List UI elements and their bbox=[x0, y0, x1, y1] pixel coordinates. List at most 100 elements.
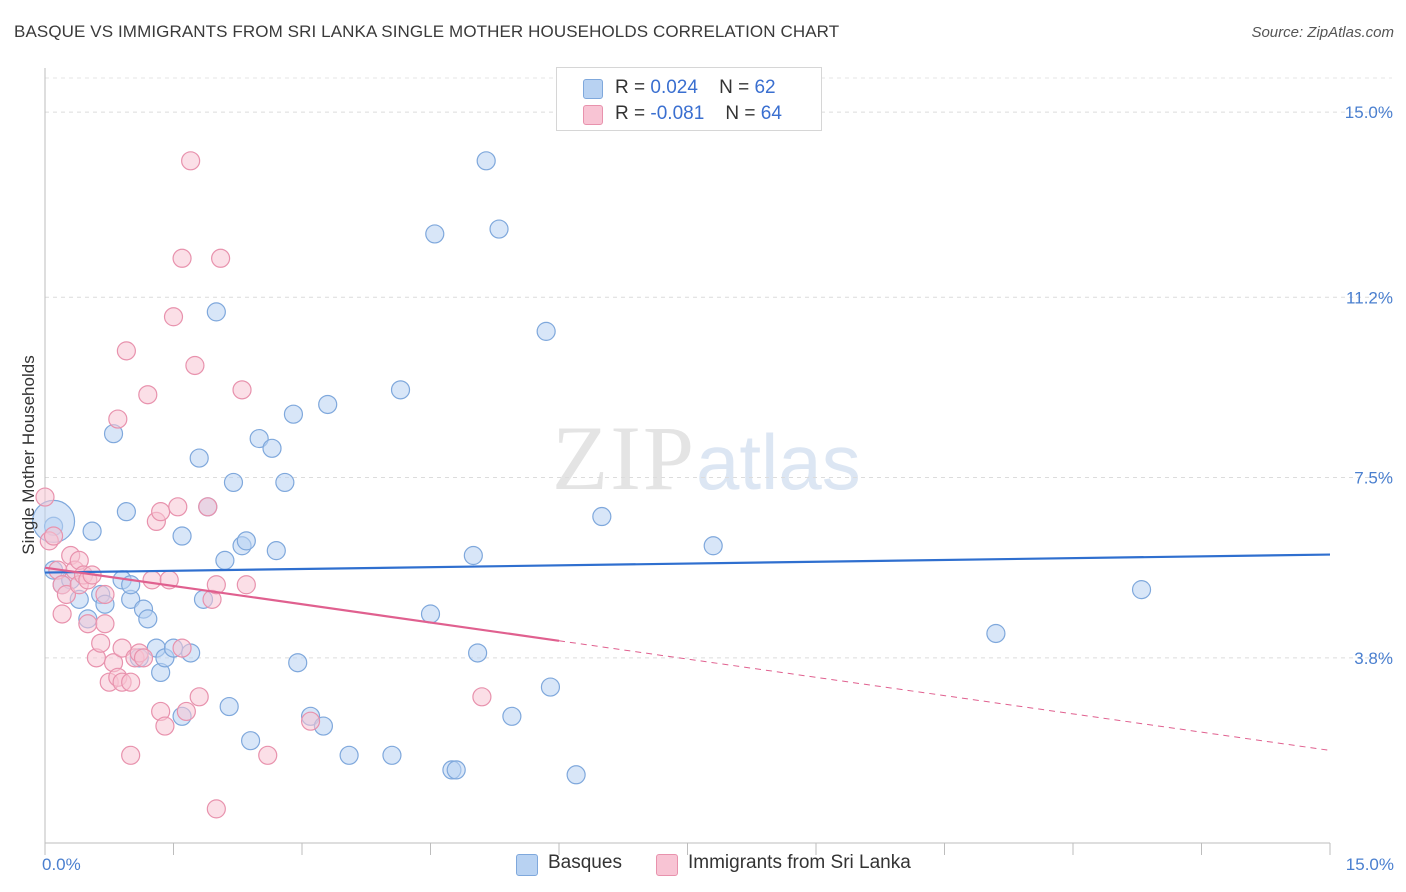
y-tick-label: 7.5% bbox=[1354, 469, 1393, 488]
scatter-point bbox=[138, 385, 158, 405]
scatter-point bbox=[206, 799, 226, 819]
scatter-point bbox=[142, 570, 162, 590]
scatter-point bbox=[275, 472, 295, 493]
scatter-point bbox=[151, 502, 171, 522]
scatter-point bbox=[232, 380, 252, 400]
scatter-point bbox=[138, 609, 158, 629]
scatter-point bbox=[258, 745, 278, 765]
scatter-point bbox=[382, 745, 402, 765]
bottom-legend-label-basques: Basques bbox=[548, 852, 622, 873]
trend-line-basques bbox=[44, 553, 1331, 574]
legend-swatch-basques bbox=[583, 79, 603, 99]
scatter-point bbox=[266, 541, 286, 561]
scatter-point bbox=[489, 219, 509, 239]
correlation-legend: R = 0.024 N = 62 R = -0.081 N = 64 bbox=[556, 67, 822, 131]
scatter-point bbox=[133, 648, 154, 668]
scatter-point bbox=[155, 716, 175, 736]
trend-line-sri-lanka-extrapolated bbox=[558, 640, 1331, 751]
scatter-point bbox=[420, 604, 441, 624]
axes bbox=[44, 68, 1331, 855]
bottom-legend: Basques Immigrants from Sri Lanka bbox=[0, 852, 1406, 878]
watermark-zip: ZIP bbox=[552, 407, 696, 509]
scatter-point bbox=[262, 438, 282, 458]
scatter-point bbox=[172, 526, 192, 546]
scatter-point bbox=[91, 633, 111, 653]
scatter-point bbox=[425, 224, 445, 244]
bottom-legend-swatch-basques bbox=[516, 854, 538, 876]
scatter-point bbox=[300, 711, 321, 731]
y-tick-label: 3.8% bbox=[1354, 649, 1393, 668]
scatter-point bbox=[1131, 580, 1152, 600]
scatter-point bbox=[176, 701, 196, 722]
scatter-point bbox=[121, 672, 141, 692]
legend-n-label: N = bbox=[725, 103, 756, 124]
scatter-point bbox=[82, 521, 102, 541]
legend-r-label: R = bbox=[615, 103, 646, 124]
trend-line-sri-lanka bbox=[44, 566, 560, 642]
axis-labels: 3.8% 7.5% 11.2% 15.0% 0.0% 15.0% Single Mother… bbox=[19, 103, 1394, 874]
scatter-point bbox=[339, 745, 359, 765]
scatter-point bbox=[502, 706, 522, 726]
chart-title: BASQUE VS IMMIGRANTS FROM SRI LANKA SING… bbox=[14, 22, 840, 41]
legend-text-sri-lanka: R = -0.081 N = 64 bbox=[615, 103, 782, 125]
scatter-point bbox=[206, 302, 226, 322]
scatter-point bbox=[219, 696, 239, 717]
bottom-legend-swatch-sri-lanka bbox=[656, 854, 678, 876]
y-axis-label: Single Mother Households bbox=[19, 355, 38, 554]
scatter-point bbox=[181, 151, 201, 171]
legend-text-basques: R = 0.024 N = 62 bbox=[615, 77, 776, 99]
scatter-point bbox=[189, 687, 209, 707]
scatter-point bbox=[168, 497, 188, 517]
scatter-point bbox=[95, 614, 115, 634]
scatter-point bbox=[236, 531, 256, 551]
scatter-point bbox=[288, 653, 308, 673]
scatter-point bbox=[249, 428, 269, 449]
scatter-point bbox=[566, 765, 586, 785]
scatter-point bbox=[540, 677, 561, 697]
legend-swatch-sri-lanka bbox=[583, 105, 603, 125]
scatter-point bbox=[206, 575, 226, 595]
scatter-point bbox=[241, 731, 261, 751]
scatter-point bbox=[211, 248, 231, 268]
scatter-point bbox=[56, 584, 77, 605]
scatter-point bbox=[703, 536, 723, 556]
scatter-point bbox=[172, 638, 192, 658]
y-tick-label: 11.2% bbox=[1346, 288, 1393, 307]
scatter-point bbox=[592, 506, 612, 527]
x-tick-label: 15.0% bbox=[1346, 855, 1394, 874]
watermark-atlas: atlas bbox=[696, 418, 861, 506]
scatter-point bbox=[189, 448, 209, 468]
scatter-point bbox=[116, 341, 136, 361]
legend-n-value-sri-lanka: 64 bbox=[760, 103, 782, 124]
scatter-point bbox=[116, 502, 136, 522]
scatter-point bbox=[43, 526, 64, 546]
scatter-point bbox=[468, 643, 488, 663]
scatter-point bbox=[121, 745, 141, 765]
scatter-point bbox=[390, 380, 411, 400]
series-sri-lanka-points bbox=[35, 151, 492, 819]
scatter-point bbox=[446, 760, 466, 780]
scatter-point bbox=[236, 575, 256, 595]
scatter-point bbox=[172, 248, 192, 268]
scatter-point bbox=[185, 355, 205, 376]
legend-r-value-sri-lanka: -0.081 bbox=[650, 103, 705, 124]
scatter-point bbox=[472, 687, 492, 707]
source-credit: Source: ZipAtlas.com bbox=[1251, 24, 1394, 41]
scatter-point bbox=[986, 623, 1006, 644]
scatter-point bbox=[163, 307, 184, 327]
scatter-point bbox=[52, 604, 72, 624]
scatter-point bbox=[463, 545, 483, 566]
legend-n-label: N = bbox=[719, 77, 750, 98]
scatter-point bbox=[283, 404, 304, 424]
scatter-point bbox=[215, 550, 235, 570]
legend-r-value-basques: 0.024 bbox=[650, 77, 698, 98]
scatter-point bbox=[318, 394, 338, 415]
legend-r-label: R = bbox=[615, 77, 646, 98]
scatter-point bbox=[223, 472, 244, 493]
scatter-point bbox=[476, 151, 496, 171]
gridlines bbox=[45, 77, 1392, 659]
watermark: ZIPatlas bbox=[552, 405, 861, 511]
scatter-point bbox=[35, 487, 55, 507]
scatter-point bbox=[536, 321, 556, 341]
